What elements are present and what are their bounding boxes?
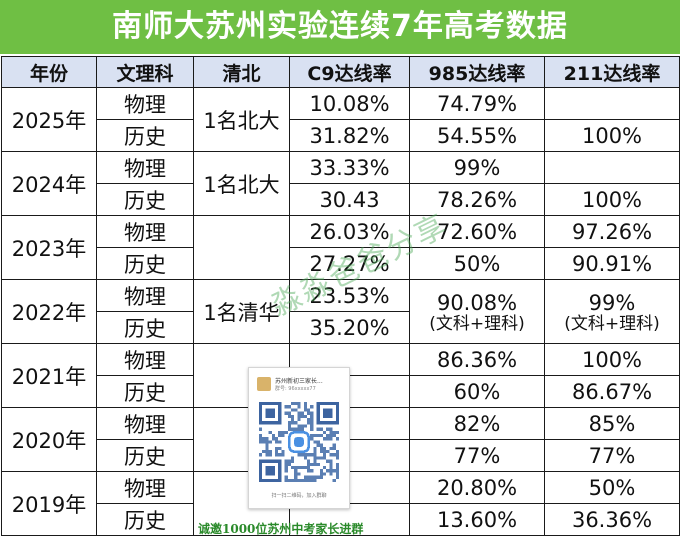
- r211-merged-value: 99%: [588, 290, 636, 315]
- qingbei-cell: 1名北大: [193, 87, 290, 152]
- r211-cell: 86.67%: [544, 375, 680, 408]
- subject-cell: 历史: [96, 311, 194, 344]
- subject-cell: 物理: [96, 87, 194, 120]
- group-avatar-icon: [257, 377, 271, 391]
- table-row: 历史 30.43 78.26% 100%: [2, 183, 680, 216]
- r211-merged-cell: 99% (文科+理科): [544, 279, 680, 344]
- qr-code-icon: [259, 402, 339, 482]
- year-cell: 2025年: [1, 87, 97, 152]
- qr-group-name: 苏州新初三家长...: [275, 378, 323, 385]
- qr-group-id: 群号: 96xxxxx77: [275, 386, 316, 392]
- admission-data-table: 年份 文理科 清北 C9达线率 985达线率 211达线率 2025年 物理 1…: [1, 56, 680, 536]
- r211-merged-note: (文科+理科): [564, 313, 660, 334]
- c9-cell: 26.03%: [289, 215, 410, 248]
- subject-cell: 物理: [96, 343, 194, 376]
- page-title: 南师大苏州实验连续7年高考数据: [0, 0, 680, 54]
- subject-cell: 物理: [96, 151, 194, 184]
- r985-cell: 72.60%: [409, 215, 545, 248]
- r985-cell: 82%: [409, 407, 545, 440]
- r985-cell: 78.26%: [409, 183, 545, 216]
- subject-cell: 历史: [96, 503, 194, 536]
- subject-cell: 历史: [96, 247, 194, 280]
- year-cell: 2024年: [1, 151, 97, 216]
- r211-cell: 100%: [544, 119, 680, 152]
- r985-cell: 50%: [409, 247, 545, 280]
- subject-cell: 历史: [96, 183, 194, 216]
- r211-cell: 97.26%: [544, 215, 680, 248]
- r211-cell: 36.36%: [544, 503, 680, 536]
- r211-cell: 100%: [544, 343, 680, 376]
- subject-cell: 历史: [96, 439, 194, 472]
- qr-code-card[interactable]: 苏州新初三家长... 群号: 96xxxxx77 扫一扫二维码，加入群聊: [248, 367, 350, 509]
- header-985: 985达线率: [409, 56, 545, 88]
- r985-merged-value: 90.08%: [436, 290, 518, 315]
- table-row: 历史 13.60% 36.36%: [2, 503, 680, 536]
- qingbei-cell: [193, 215, 290, 280]
- r211-cell: 50%: [544, 471, 680, 504]
- c9-cell: 27.27%: [289, 247, 410, 280]
- r211-cell: [544, 151, 680, 184]
- c9-cell: 30.43: [289, 183, 410, 216]
- r985-cell: 60%: [409, 375, 545, 408]
- r985-merged-note: (文科+理科): [429, 313, 525, 334]
- r211-cell: 77%: [544, 439, 680, 472]
- r211-cell: [544, 87, 680, 120]
- header-qingbei: 清北: [193, 56, 290, 88]
- subject-cell: 物理: [96, 279, 194, 312]
- r211-cell: 85%: [544, 407, 680, 440]
- year-cell: 2020年: [1, 407, 97, 472]
- table-row: 2025年 物理 1名北大 10.08% 74.79%: [1, 87, 680, 152]
- header-year: 年份: [1, 56, 97, 88]
- r985-cell: 54.55%: [409, 119, 545, 152]
- r985-cell: 86.36%: [409, 343, 545, 376]
- subject-cell: 历史: [96, 119, 194, 152]
- header-c9: C9达线率: [289, 56, 410, 88]
- qingbei-cell: 1名北大: [193, 151, 290, 216]
- year-cell: 2022年: [1, 279, 97, 344]
- year-cell: 2023年: [1, 215, 97, 280]
- r985-merged-cell: 90.08% (文科+理科): [409, 279, 545, 344]
- header-211: 211达线率: [544, 56, 680, 88]
- r985-cell: 77%: [409, 439, 545, 472]
- r211-cell: 90.91%: [544, 247, 680, 280]
- table-row: 2024年 物理 1名北大 33.33% 99%: [1, 151, 680, 216]
- year-cell: 2019年: [1, 471, 97, 536]
- qr-scan-note: 扫一扫二维码，加入群聊: [271, 493, 327, 499]
- qingbei-cell: 1名清华: [193, 279, 290, 344]
- header-subject: 文理科: [96, 56, 194, 88]
- subject-cell: 物理: [96, 471, 194, 504]
- r985-cell: 13.60%: [409, 503, 545, 536]
- table-row: 2022年 物理 1名清华 23.53% 90.08% (文科+理科) 99% …: [1, 279, 680, 344]
- table-row: 2023年 物理 26.03% 72.60% 97.26%: [1, 215, 680, 280]
- r985-cell: 20.80%: [409, 471, 545, 504]
- subject-cell: 历史: [96, 375, 194, 408]
- promo-caption: 诚邀1000位苏州中考家长进群: [198, 522, 364, 536]
- year-cell: 2021年: [1, 343, 97, 408]
- r211-cell: 100%: [544, 183, 680, 216]
- subject-cell: 物理: [96, 407, 194, 440]
- table-row: 历史 60% 86.67%: [2, 375, 680, 408]
- c9-cell: 35.20%: [289, 311, 410, 344]
- subject-cell: 物理: [96, 215, 194, 248]
- table-header-row: 年份 文理科 清北 C9达线率 985达线率 211达线率: [1, 56, 680, 88]
